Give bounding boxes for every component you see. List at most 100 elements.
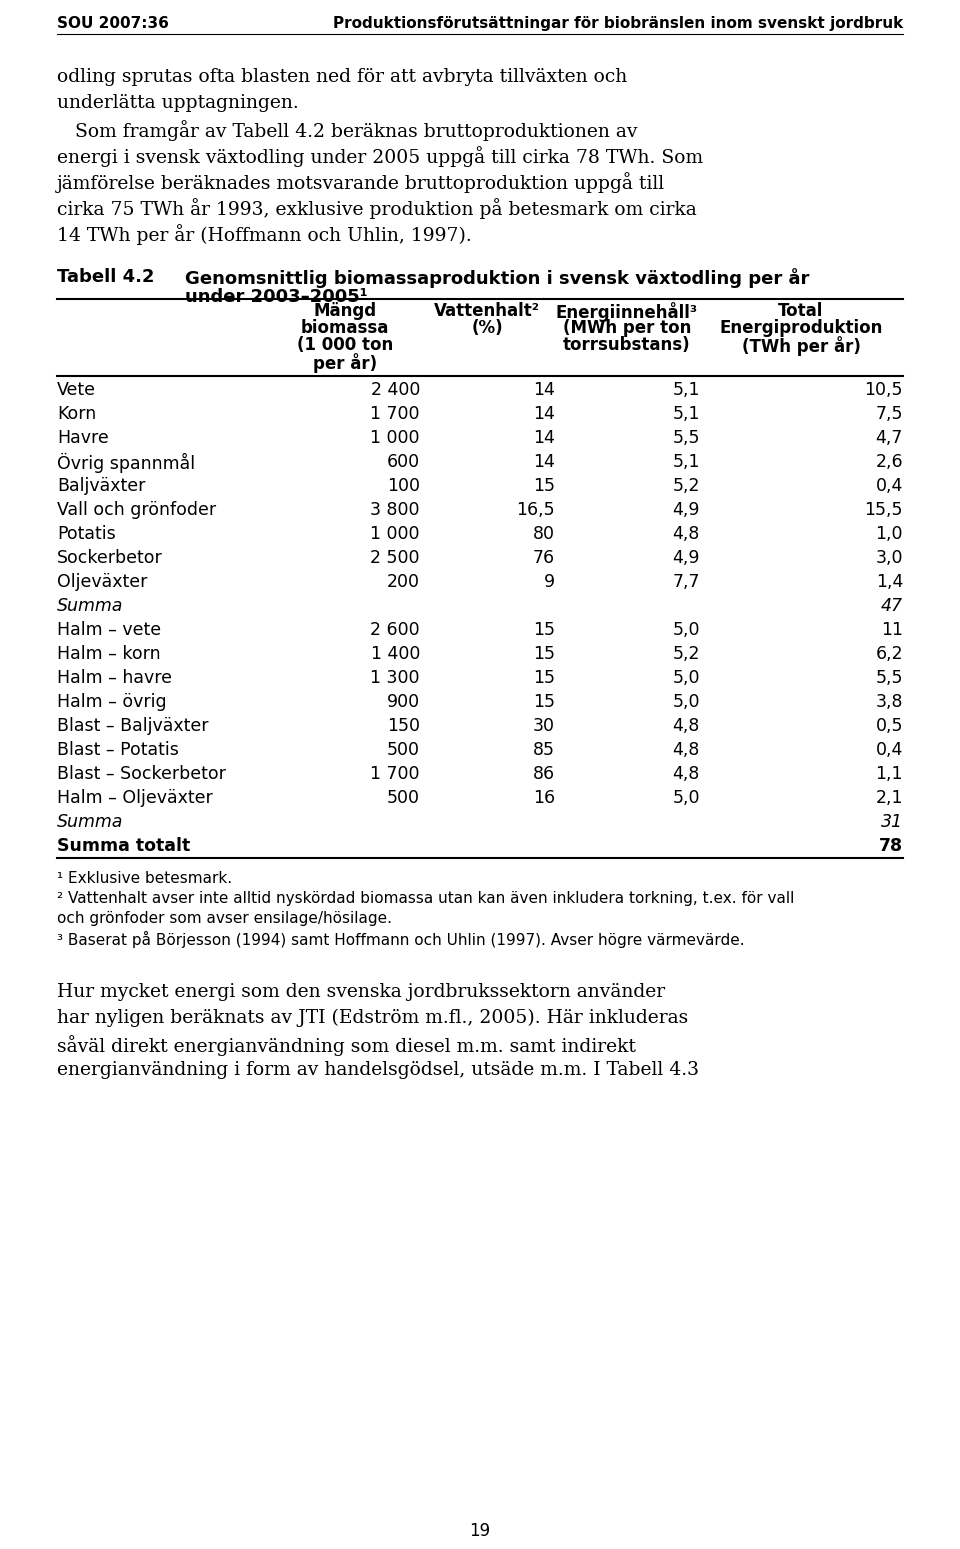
Text: 5,0: 5,0 (673, 669, 700, 688)
Text: 5,0: 5,0 (673, 621, 700, 640)
Text: Total: Total (779, 302, 824, 321)
Text: 1 000: 1 000 (371, 525, 420, 544)
Text: har nyligen beräknats av JTI (Edström m.fl., 2005). Här inkluderas: har nyligen beräknats av JTI (Edström m.… (57, 1008, 688, 1027)
Text: Korn: Korn (57, 404, 96, 423)
Text: 31: 31 (881, 813, 903, 830)
Text: 15: 15 (533, 644, 555, 663)
Text: 10,5: 10,5 (865, 381, 903, 400)
Text: 4,8: 4,8 (673, 717, 700, 734)
Text: 2,6: 2,6 (876, 452, 903, 471)
Text: ³ Baserat på Börjesson (1994) samt Hoffmann och Uhlin (1997). Avser högre värmev: ³ Baserat på Börjesson (1994) samt Hoffm… (57, 931, 745, 948)
Text: Summa: Summa (57, 596, 124, 615)
Text: SOU 2007:36: SOU 2007:36 (57, 15, 169, 31)
Text: 5,5: 5,5 (673, 429, 700, 448)
Text: 600: 600 (387, 452, 420, 471)
Text: Vete: Vete (57, 381, 96, 400)
Text: 3,8: 3,8 (876, 692, 903, 711)
Text: Blast – Sockerbetor: Blast – Sockerbetor (57, 765, 226, 782)
Text: Sockerbetor: Sockerbetor (57, 548, 163, 567)
Text: odling sprutas ofta blasten ned för att avbryta tillväxten och: odling sprutas ofta blasten ned för att … (57, 68, 627, 87)
Text: Blast – Potatis: Blast – Potatis (57, 740, 179, 759)
Text: 200: 200 (387, 573, 420, 592)
Text: Summa: Summa (57, 813, 124, 830)
Text: underlätta upptagningen.: underlätta upptagningen. (57, 94, 299, 112)
Text: 15: 15 (533, 621, 555, 640)
Text: 900: 900 (387, 692, 420, 711)
Text: 0,4: 0,4 (876, 477, 903, 496)
Text: Produktionsförutsättningar för biobränslen inom svenskt jordbruk: Produktionsförutsättningar för biobränsl… (333, 15, 903, 31)
Text: 15: 15 (533, 692, 555, 711)
Text: 4,9: 4,9 (673, 500, 700, 519)
Text: 5,1: 5,1 (673, 404, 700, 423)
Text: 16,5: 16,5 (516, 500, 555, 519)
Text: ² Vattenhalt avser inte alltid nyskördad biomassa utan kan även inkludera torkni: ² Vattenhalt avser inte alltid nyskördad… (57, 891, 794, 906)
Text: 1 300: 1 300 (371, 669, 420, 688)
Text: 4,8: 4,8 (673, 740, 700, 759)
Text: 47: 47 (881, 596, 903, 615)
Text: 1 400: 1 400 (371, 644, 420, 663)
Text: 19: 19 (469, 1523, 491, 1540)
Text: Övrig spannmål: Övrig spannmål (57, 452, 195, 472)
Text: och grönfoder som avser ensilage/hösilage.: och grönfoder som avser ensilage/hösilag… (57, 911, 392, 926)
Text: Genomsnittlig biomassaproduktion i svensk växtodling per år: Genomsnittlig biomassaproduktion i svens… (185, 268, 809, 288)
Text: Potatis: Potatis (57, 525, 116, 544)
Text: (%): (%) (471, 319, 503, 338)
Text: Hur mycket energi som den svenska jordbrukssektorn använder: Hur mycket energi som den svenska jordbr… (57, 984, 665, 1001)
Text: 150: 150 (387, 717, 420, 734)
Text: 78: 78 (878, 836, 903, 855)
Text: 86: 86 (533, 765, 555, 782)
Text: Summa totalt: Summa totalt (57, 836, 190, 855)
Text: 500: 500 (387, 740, 420, 759)
Text: 5,0: 5,0 (673, 788, 700, 807)
Text: (1 000 ton: (1 000 ton (297, 336, 394, 355)
Text: 0,5: 0,5 (876, 717, 903, 734)
Text: Havre: Havre (57, 429, 108, 448)
Text: 14: 14 (533, 452, 555, 471)
Text: 3 800: 3 800 (371, 500, 420, 519)
Text: 80: 80 (533, 525, 555, 544)
Text: 3,0: 3,0 (876, 548, 903, 567)
Text: 5,5: 5,5 (876, 669, 903, 688)
Text: 11: 11 (881, 621, 903, 640)
Text: biomassa: biomassa (300, 319, 389, 338)
Text: 30: 30 (533, 717, 555, 734)
Text: 16: 16 (533, 788, 555, 807)
Text: 5,1: 5,1 (673, 452, 700, 471)
Text: 5,2: 5,2 (673, 644, 700, 663)
Text: 5,1: 5,1 (673, 381, 700, 400)
Text: 15: 15 (533, 669, 555, 688)
Text: Vall och grönfoder: Vall och grönfoder (57, 500, 216, 519)
Text: 500: 500 (387, 788, 420, 807)
Text: 14: 14 (533, 381, 555, 400)
Text: 7,7: 7,7 (673, 573, 700, 592)
Text: 15,5: 15,5 (865, 500, 903, 519)
Text: 4,7: 4,7 (876, 429, 903, 448)
Text: Halm – Oljeväxter: Halm – Oljeväxter (57, 788, 213, 807)
Text: 1 700: 1 700 (371, 404, 420, 423)
Text: Halm – korn: Halm – korn (57, 644, 160, 663)
Text: 7,5: 7,5 (876, 404, 903, 423)
Text: 2 500: 2 500 (371, 548, 420, 567)
Text: 14: 14 (533, 429, 555, 448)
Text: 5,0: 5,0 (673, 692, 700, 711)
Text: 5,2: 5,2 (673, 477, 700, 496)
Text: jämförelse beräknades motsvarande bruttoproduktion uppgå till: jämförelse beräknades motsvarande brutto… (57, 172, 665, 194)
Text: cirka 75 TWh år 1993, exklusive produktion på betesmark om cirka: cirka 75 TWh år 1993, exklusive produkti… (57, 198, 697, 218)
Text: energi i svensk växtodling under 2005 uppgå till cirka 78 TWh. Som: energi i svensk växtodling under 2005 up… (57, 146, 703, 167)
Text: 1,1: 1,1 (876, 765, 903, 782)
Text: Halm – övrig: Halm – övrig (57, 692, 167, 711)
Text: 85: 85 (533, 740, 555, 759)
Text: 4,8: 4,8 (673, 525, 700, 544)
Text: 1,4: 1,4 (876, 573, 903, 592)
Text: 14 TWh per år (Hoffmann och Uhlin, 1997).: 14 TWh per år (Hoffmann och Uhlin, 1997)… (57, 225, 471, 245)
Text: 6,2: 6,2 (876, 644, 903, 663)
Text: (TWh per år): (TWh per år) (741, 336, 860, 356)
Text: 2 400: 2 400 (371, 381, 420, 400)
Text: 0,4: 0,4 (876, 740, 903, 759)
Text: 76: 76 (533, 548, 555, 567)
Text: 2 600: 2 600 (371, 621, 420, 640)
Text: ¹ Exklusive betesmark.: ¹ Exklusive betesmark. (57, 871, 232, 886)
Text: såväl direkt energianvändning som diesel m.m. samt indirekt: såväl direkt energianvändning som diesel… (57, 1035, 636, 1056)
Text: Mängd: Mängd (313, 302, 376, 321)
Text: 100: 100 (387, 477, 420, 496)
